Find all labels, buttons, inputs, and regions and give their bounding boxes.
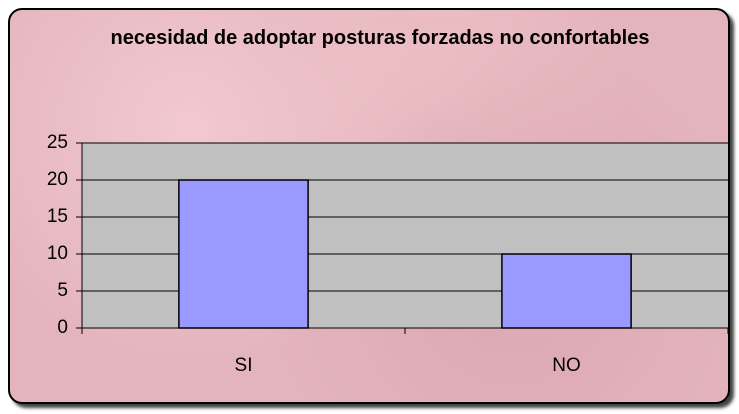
y-tick-label: 5 (57, 280, 68, 301)
x-tick-label: NO (552, 355, 581, 376)
y-tick-label: 25 (47, 132, 68, 153)
y-tick-label: 15 (47, 206, 68, 227)
y-tick-label: 20 (47, 169, 68, 190)
y-tick-label: 0 (57, 317, 68, 338)
bar (178, 179, 309, 329)
bar (501, 253, 632, 329)
y-tick-label: 10 (47, 243, 68, 264)
x-tick-label: SI (235, 355, 253, 376)
chart-title: necesidad de adoptar posturas forzadas n… (110, 27, 650, 49)
